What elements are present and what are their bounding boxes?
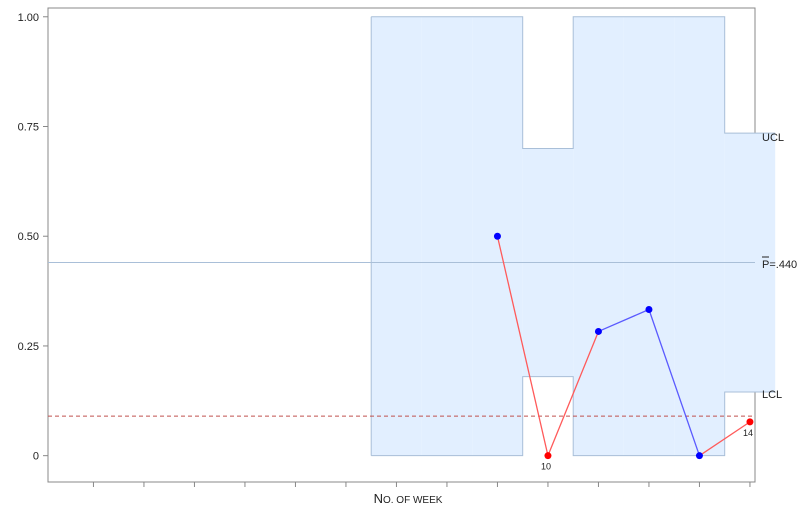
y-tick-label-4: 1.00 — [18, 12, 39, 24]
limit-band-week-13 — [674, 16, 725, 456]
y-tick-label-2: 0.50 — [18, 231, 39, 243]
limit-band-week-12 — [623, 16, 675, 456]
point-label-week-10: 10 — [541, 462, 551, 472]
point-week-9 — [493, 232, 501, 240]
point-week-10 — [544, 452, 552, 460]
segment-10-11 — [547, 331, 600, 456]
x-axis-label-rest: . OF WEEK — [391, 495, 443, 506]
x-axis-label: NO. OF WEEK — [374, 491, 443, 506]
p-bar-value: =.440 — [769, 259, 797, 271]
ucl-label: UCL — [762, 132, 784, 144]
point-label-week-14: 14 — [743, 428, 753, 438]
limit-band-week-8 — [421, 16, 473, 456]
p-bar-symbol: P — [762, 259, 769, 271]
segment-9-10 — [496, 236, 549, 456]
segment-13-14 — [699, 421, 751, 457]
segment-11-12 — [598, 308, 650, 333]
point-week-13 — [695, 452, 703, 460]
x-axis — [92, 482, 751, 487]
y-axis: 0 0.25 0.50 0.75 1.00 — [18, 12, 48, 463]
x-axis-label-initial: N — [374, 491, 383, 506]
limit-band-week-7 — [371, 16, 422, 456]
y-tick-label-1: 0.25 — [18, 341, 39, 353]
y-tick-label-3: 0.75 — [18, 122, 39, 134]
control-limit-bands — [370, 16, 776, 457]
x-axis-label-o: O — [383, 495, 391, 506]
limit-band-week-11 — [573, 16, 624, 456]
point-week-14 — [746, 418, 754, 426]
y-tick-label-0: 0 — [33, 451, 39, 463]
lcl-label: LCL — [762, 389, 782, 401]
ucl-step-line — [371, 16, 776, 149]
center-line-label: P=.440 — [762, 259, 797, 271]
segment-12-13 — [648, 309, 701, 456]
series-points: 10 14 — [493, 232, 754, 472]
series-lines — [496, 236, 751, 457]
point-week-12 — [645, 306, 653, 314]
point-week-11 — [594, 327, 602, 335]
